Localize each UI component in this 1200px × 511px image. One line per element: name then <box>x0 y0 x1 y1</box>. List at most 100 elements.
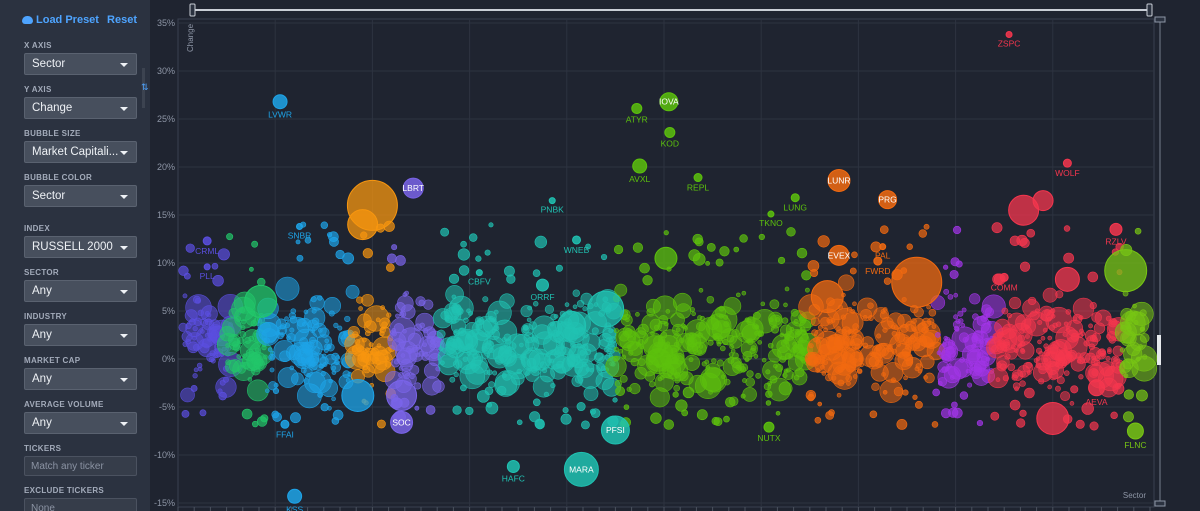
bubble[interactable] <box>1089 421 1099 431</box>
bubble[interactable] <box>187 341 200 354</box>
bubble[interactable] <box>605 355 627 377</box>
bubble[interactable] <box>1063 225 1071 232</box>
bubble[interactable] <box>545 352 551 358</box>
bubble[interactable] <box>317 392 324 398</box>
bubble[interactable] <box>304 237 312 244</box>
bubble[interactable] <box>765 400 772 406</box>
bubble-iova[interactable] <box>659 92 679 112</box>
bubble[interactable] <box>550 363 567 380</box>
bubble[interactable] <box>783 368 789 374</box>
bubble[interactable] <box>757 340 763 345</box>
bubble[interactable] <box>501 337 507 342</box>
bubble[interactable] <box>945 345 955 355</box>
chart-scroll-thumb[interactable] <box>1157 335 1161 365</box>
bubble[interactable] <box>958 332 970 343</box>
bubble[interactable] <box>713 417 723 427</box>
bubble[interactable] <box>635 312 640 317</box>
bubble[interactable] <box>906 243 913 250</box>
bubble[interactable] <box>841 326 852 336</box>
bubble[interactable] <box>698 287 704 293</box>
bubble[interactable] <box>303 378 310 384</box>
bubble-pfsi[interactable] <box>600 415 630 445</box>
bubble[interactable] <box>342 252 355 265</box>
bubble[interactable] <box>688 249 701 262</box>
bubble[interactable] <box>1035 347 1043 354</box>
bubble[interactable] <box>986 337 1008 359</box>
bubble[interactable] <box>354 339 361 345</box>
bubble[interactable] <box>533 301 539 307</box>
bubble[interactable] <box>896 418 908 430</box>
bubble[interactable] <box>680 323 686 329</box>
bubble[interactable] <box>269 367 275 373</box>
bubble[interactable] <box>494 374 518 397</box>
bubble[interactable] <box>614 379 622 388</box>
bubble[interactable] <box>317 295 323 301</box>
bubble[interactable] <box>423 299 434 310</box>
bubble[interactable] <box>845 374 853 382</box>
bubble[interactable] <box>402 292 408 297</box>
large-bubble[interactable] <box>1036 402 1070 436</box>
bubble-flnc[interactable] <box>1126 422 1144 440</box>
bubble[interactable] <box>469 233 478 242</box>
bubble[interactable] <box>320 403 329 412</box>
bubble[interactable] <box>1026 228 1036 238</box>
bubble[interactable] <box>967 382 973 388</box>
bubble[interactable] <box>572 304 578 310</box>
bubble[interactable] <box>185 243 195 253</box>
bubble[interactable] <box>581 343 589 351</box>
bubble[interactable] <box>953 325 960 332</box>
large-bubble[interactable] <box>1054 266 1080 292</box>
bubble[interactable] <box>504 265 515 277</box>
bubble[interactable] <box>296 254 304 262</box>
bubble-fwrd[interactable] <box>873 256 883 266</box>
bubble[interactable] <box>376 419 386 429</box>
bubble[interactable] <box>807 260 820 272</box>
bubble[interactable] <box>445 341 452 347</box>
bubble[interactable] <box>1060 391 1071 402</box>
bubble[interactable] <box>603 346 610 353</box>
bubble[interactable] <box>632 242 644 253</box>
bubble[interactable] <box>562 407 569 414</box>
bubble[interactable] <box>590 408 601 418</box>
bubble[interactable] <box>1016 418 1026 428</box>
bubble[interactable] <box>663 230 669 236</box>
bubble[interactable] <box>785 329 810 354</box>
bubble-size-select[interactable]: Market Capitali... <box>24 141 137 163</box>
bubble[interactable] <box>423 362 440 379</box>
bubble[interactable] <box>191 335 197 341</box>
bubble[interactable] <box>1042 327 1048 333</box>
bubble-wolf[interactable] <box>1062 158 1072 168</box>
large-bubble[interactable] <box>1008 194 1040 226</box>
bubble[interactable] <box>268 381 278 391</box>
bubble[interactable] <box>623 404 630 410</box>
bubble[interactable] <box>423 326 437 340</box>
bubble[interactable] <box>960 323 966 328</box>
bubble[interactable] <box>423 351 429 357</box>
bubble[interactable] <box>258 321 279 343</box>
bubble[interactable] <box>1070 332 1079 341</box>
bubble[interactable] <box>204 332 210 338</box>
bubble[interactable] <box>1069 401 1075 406</box>
bubble[interactable] <box>745 377 755 387</box>
bubble-repl[interactable] <box>693 173 703 183</box>
bubble[interactable] <box>921 317 932 328</box>
bubble-nutx[interactable] <box>763 421 775 433</box>
bubble[interactable] <box>256 416 268 427</box>
bubble[interactable] <box>614 283 628 297</box>
y-zoom-top-handle[interactable] <box>1154 16 1166 23</box>
bubble[interactable] <box>701 361 707 367</box>
bubble[interactable] <box>879 311 888 320</box>
bubble[interactable] <box>192 295 201 304</box>
bubble[interactable] <box>836 392 842 398</box>
bubble[interactable] <box>181 409 190 418</box>
bubble[interactable] <box>585 243 591 250</box>
bubble[interactable] <box>722 357 742 376</box>
bubble-lunr[interactable] <box>827 168 851 192</box>
bubble[interactable] <box>1134 227 1142 235</box>
bubble[interactable] <box>911 327 917 332</box>
bubble[interactable] <box>542 368 548 374</box>
bubble[interactable] <box>767 377 792 402</box>
bubble[interactable] <box>506 274 516 284</box>
bubble[interactable] <box>1063 370 1070 376</box>
bubble[interactable] <box>775 410 781 416</box>
